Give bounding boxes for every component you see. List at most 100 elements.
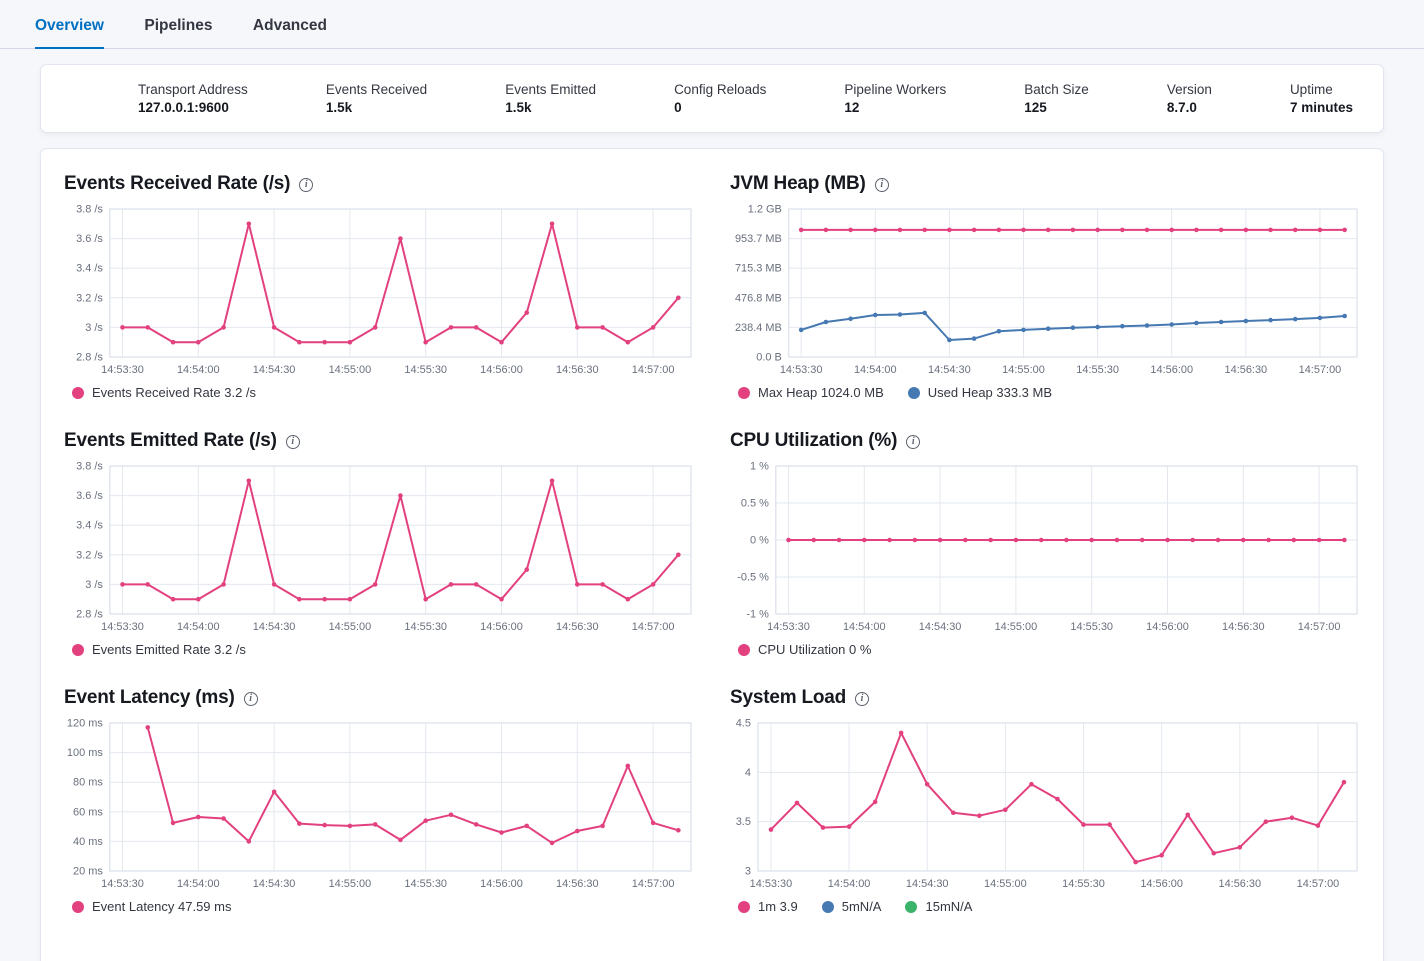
svg-text:0.0 B: 0.0 B [756, 351, 782, 363]
chart-canvas[interactable]: 1.2 GB 953.7 MB 715.3 MB 476.8 MB 238.4 MB 0.… [729, 203, 1361, 381]
info-icon[interactable]: i [285, 435, 300, 449]
legend-label: Used Heap 333.3 MB [927, 385, 1053, 400]
svg-text:14:54:00: 14:54:00 [828, 878, 871, 890]
svg-text:2.8 /s: 2.8 /s [76, 608, 103, 620]
info-icon[interactable]: i [906, 435, 921, 449]
svg-text:14:54:30: 14:54:30 [906, 878, 949, 890]
legend-dot-icon [72, 643, 84, 656]
legend-label: 15mN/A [925, 899, 973, 914]
svg-text:14:55:00: 14:55:00 [329, 621, 372, 633]
stat-value: 8.7.0 [1166, 100, 1197, 115]
charts-panel: Events Received Rate (/s) i 3.8 /s 3.6 /s 3.… [40, 148, 1384, 961]
svg-text:3.2 /s: 3.2 /s [76, 549, 103, 561]
svg-text:4.5: 4.5 [736, 717, 751, 729]
svg-text:60 ms: 60 ms [73, 806, 103, 818]
stat-pipeline-workers: Pipeline Workers 12 [844, 82, 946, 115]
chart-system-load: System Load i 4.5 4 3.5 3 14:53:30 14:54:00 14:5… [729, 687, 1361, 914]
legend-dot-icon [907, 386, 920, 399]
svg-text:14:54:30: 14:54:30 [253, 364, 296, 376]
legend-item: Used Heap 333.3 MB [907, 385, 1053, 400]
chart-canvas[interactable]: 120 ms 100 ms 80 ms 60 ms 40 ms 20 ms14:53:30… [63, 717, 695, 895]
legend-label: Max Heap 1024.0 MB [758, 385, 884, 400]
svg-text:14:56:00: 14:56:00 [480, 364, 523, 376]
svg-text:14:53:30: 14:53:30 [101, 621, 144, 633]
chart-title: System Load [730, 687, 847, 708]
svg-text:14:55:00: 14:55:00 [995, 621, 1038, 633]
svg-text:14:55:30: 14:55:30 [1070, 621, 1113, 633]
svg-text:0 %: 0 % [750, 534, 769, 546]
svg-text:14:56:00: 14:56:00 [1150, 364, 1193, 376]
chart-legend: Max Heap 1024.0 MB Used Heap 333.3 MB [738, 385, 1361, 400]
svg-text:14:54:00: 14:54:00 [843, 621, 886, 633]
svg-text:14:56:30: 14:56:30 [556, 364, 599, 376]
info-icon[interactable]: i [855, 692, 870, 706]
svg-text:3.6 /s: 3.6 /s [76, 490, 103, 502]
svg-text:14:56:00: 14:56:00 [1140, 878, 1183, 890]
stat-label: Config Reloads [674, 82, 767, 97]
svg-text:3 /s: 3 /s [85, 322, 103, 334]
svg-text:3.4 /s: 3.4 /s [76, 520, 103, 532]
info-icon[interactable]: i [243, 692, 258, 706]
legend-label: Events Received Rate 3.2 /s [92, 385, 257, 400]
chart-title: Events Emitted Rate (/s) [64, 430, 277, 451]
legend-dot-icon [72, 386, 84, 399]
chart-canvas[interactable]: 1 % 0.5 % 0 % -0.5 % -1 %14:53:30 14:54:00 14:… [729, 460, 1361, 638]
svg-text:1.2 GB: 1.2 GB [748, 203, 782, 215]
chart-canvas[interactable]: 3.8 /s 3.6 /s 3.4 /s 3.2 /s 3 /s 2.8 /s14:53:… [63, 203, 695, 381]
stat-value: 0 [674, 100, 682, 115]
stat-events-emitted: Events Emitted 1.5k [505, 82, 596, 115]
legend-label: 5mN/A [841, 899, 882, 914]
legend-dot-icon [72, 900, 84, 913]
svg-text:14:53:30: 14:53:30 [750, 878, 793, 890]
chart-cpu-utilization: CPU Utilization (%) i 1 % 0.5 % 0 % -0.5 % -1 … [729, 430, 1361, 657]
stat-label: Version [1166, 82, 1212, 97]
legend-item: Event Latency 47.59 ms [72, 899, 231, 914]
svg-text:3 /s: 3 /s [85, 579, 103, 591]
stat-batch-size: Batch Size 125 [1024, 82, 1089, 115]
chart-legend: Events Emitted Rate 3.2 /s [72, 642, 695, 657]
info-icon[interactable]: i [299, 178, 314, 192]
legend-label: 1m 3.9 [758, 899, 798, 914]
legend-label: Event Latency 47.59 ms [92, 899, 232, 914]
svg-text:20 ms: 20 ms [73, 865, 103, 877]
stat-transport-address: Transport Address 127.0.0.1:9600 [138, 82, 248, 115]
legend-dot-icon [738, 643, 750, 656]
svg-text:14:55:30: 14:55:30 [404, 878, 447, 890]
svg-text:3.8 /s: 3.8 /s [76, 203, 103, 215]
stat-version: Version 8.7.0 [1167, 82, 1212, 115]
legend-dot-icon [821, 900, 834, 913]
svg-text:476.8 MB: 476.8 MB [735, 292, 782, 304]
svg-text:3.4 /s: 3.4 /s [76, 263, 103, 275]
stat-label: Batch Size [1024, 82, 1089, 97]
svg-text:14:56:00: 14:56:00 [1146, 621, 1189, 633]
stat-label: Uptime [1289, 82, 1333, 97]
svg-text:14:55:00: 14:55:00 [984, 878, 1027, 890]
legend-dot-icon [905, 900, 918, 913]
svg-text:14:54:00: 14:54:00 [177, 364, 220, 376]
svg-text:14:55:30: 14:55:30 [1076, 364, 1119, 376]
stat-value: 125 [1024, 100, 1047, 115]
tab-advanced[interactable]: Advanced [252, 17, 327, 34]
legend-item: 15mN/A [905, 899, 972, 914]
tab-overview[interactable]: Overview [35, 17, 104, 49]
chart-canvas[interactable]: 3.8 /s 3.6 /s 3.4 /s 3.2 /s 3 /s 2.8 /s14:53:… [63, 460, 695, 638]
svg-text:14:57:00: 14:57:00 [1298, 621, 1341, 633]
legend-dot-icon [738, 900, 750, 913]
svg-text:14:56:30: 14:56:30 [1222, 621, 1265, 633]
tab-pipelines[interactable]: Pipelines [144, 17, 213, 34]
svg-text:14:54:00: 14:54:00 [177, 878, 220, 890]
chart-title: CPU Utilization (%) [730, 430, 898, 451]
stat-label: Events Received [325, 82, 428, 97]
svg-text:-1 %: -1 % [746, 608, 769, 620]
stat-value: 127.0.0.1:9600 [138, 100, 229, 115]
svg-text:14:53:30: 14:53:30 [101, 878, 144, 890]
chart-title-row: JVM Heap (MB) i [730, 173, 1361, 195]
chart-legend: CPU Utilization 0 % [738, 642, 1361, 657]
info-icon[interactable]: i [874, 178, 889, 192]
svg-text:14:55:00: 14:55:00 [329, 364, 372, 376]
chart-canvas[interactable]: 4.5 4 3.5 314:53:30 14:54:00 14:54:30 14:55:00… [729, 717, 1361, 895]
legend-label: CPU Utilization 0 % [758, 642, 872, 657]
stat-value: 7 minutes [1289, 100, 1353, 115]
tab-bar: Overview Pipelines Advanced [0, 0, 1424, 49]
svg-text:238.4 MB: 238.4 MB [735, 322, 782, 334]
